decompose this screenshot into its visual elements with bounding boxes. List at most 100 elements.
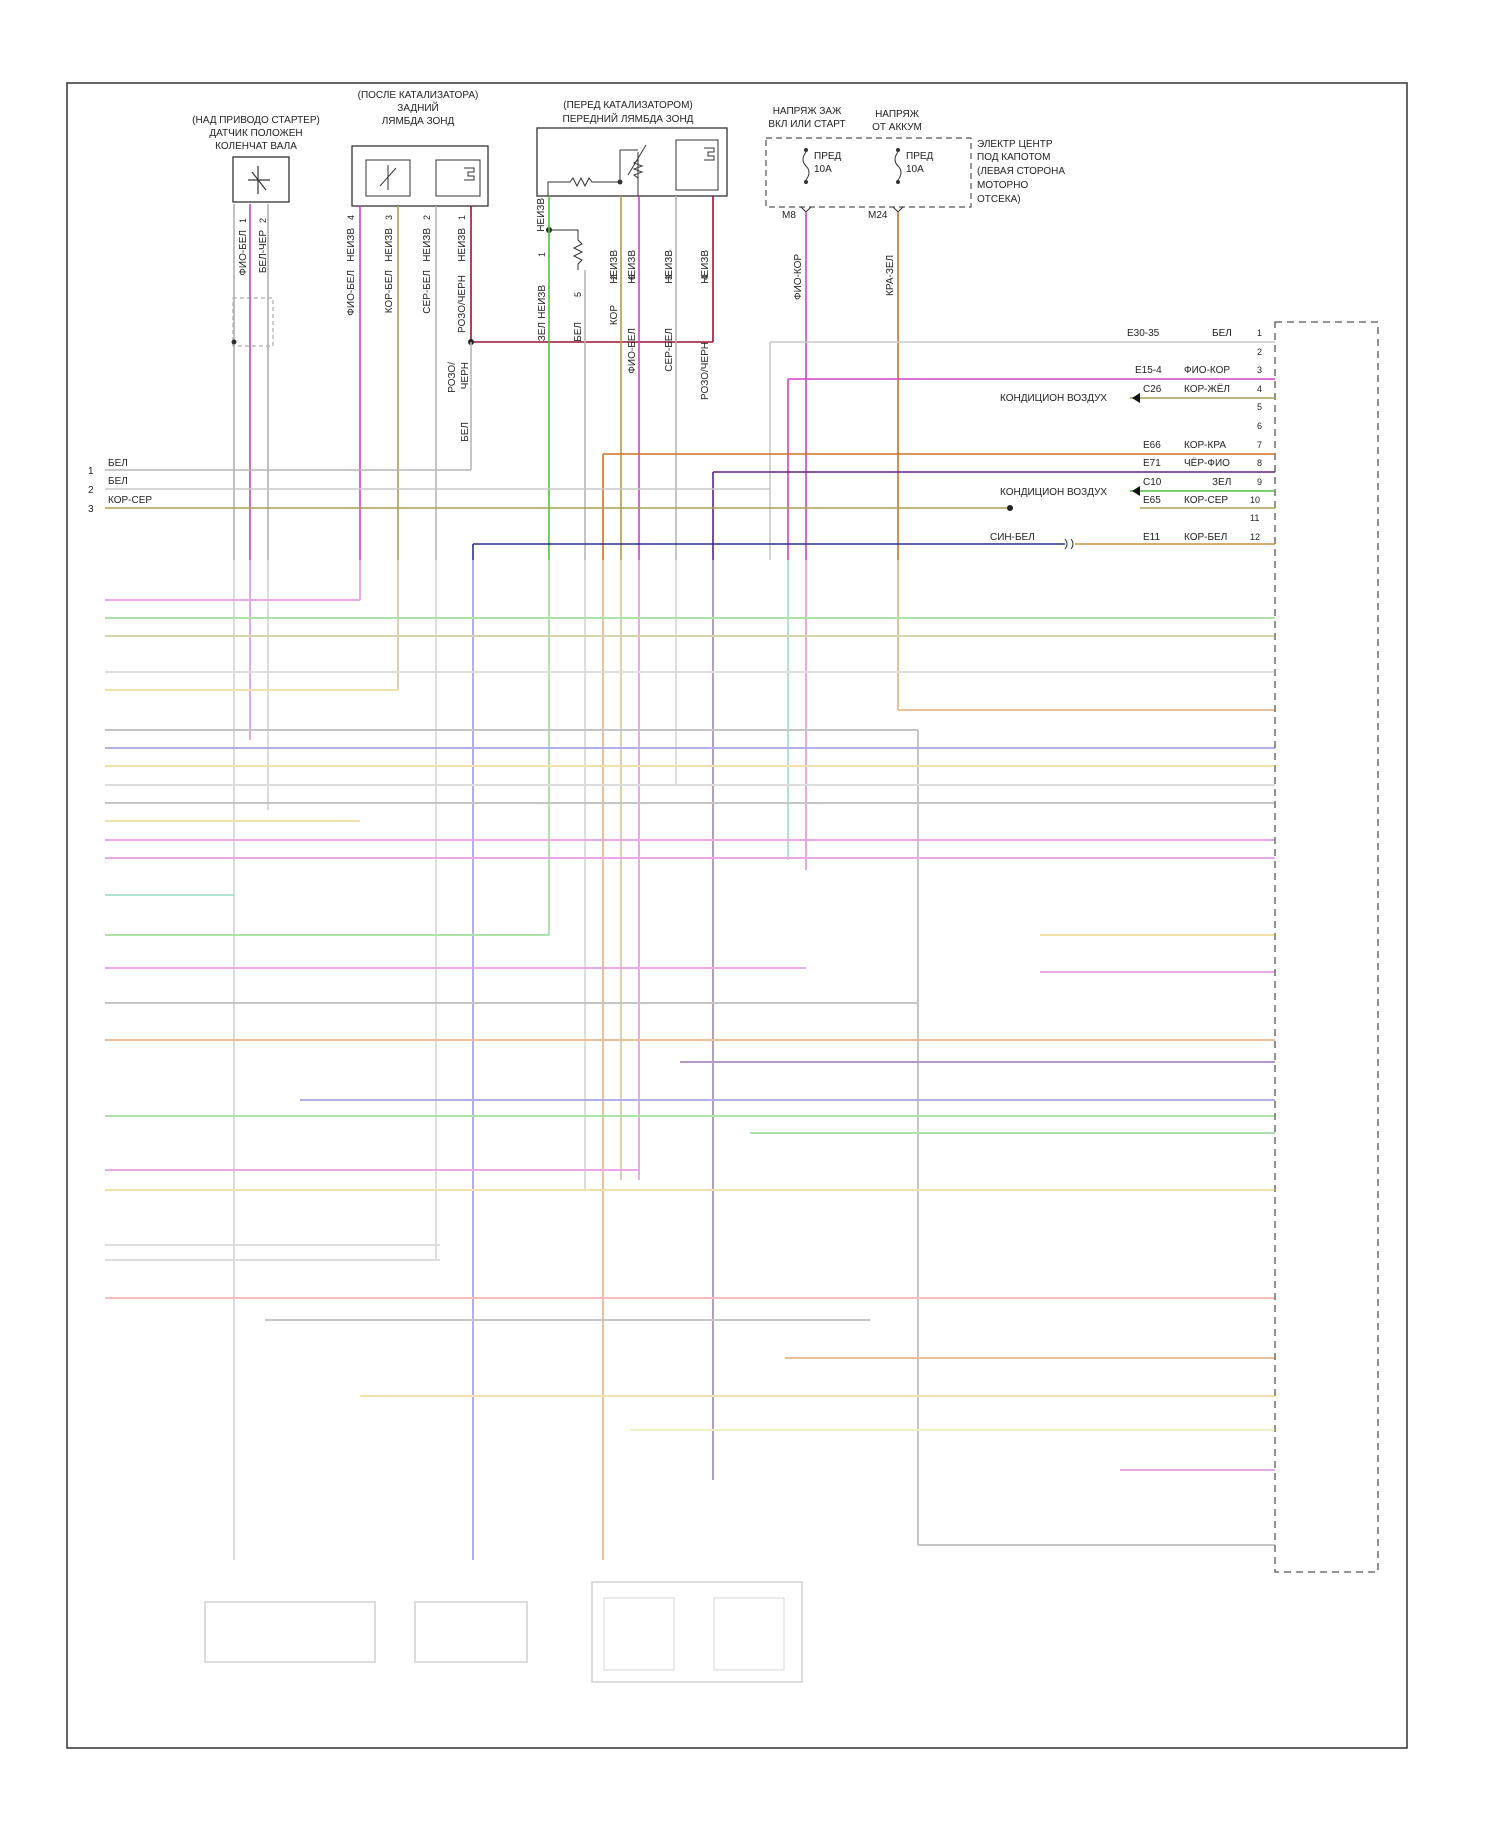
front-pin-2: 2 bbox=[609, 275, 619, 280]
front-pin-6: 6 bbox=[627, 275, 637, 280]
crank-sensor-label-3: КОЛЕНЧАТ ВАЛА bbox=[215, 141, 297, 152]
right-pin-6-num: 6 bbox=[1257, 421, 1262, 431]
front-unk-4: НЕИЗВ bbox=[700, 250, 711, 284]
right-pin-12-conn: E11 bbox=[1143, 532, 1160, 543]
crank-sensor-label-2: ДАТЧИК ПОЛОЖЕН bbox=[209, 128, 302, 139]
fuse-1-rating: 10A bbox=[814, 164, 832, 175]
rear-wire-4-label: ФИО-БЕЛ bbox=[346, 270, 357, 316]
crank-sensor: (НАД ПРИВОДО СТАРТЕР) ДАТЧИК ПОЛОЖЕН КОЛ… bbox=[192, 115, 320, 560]
fuse-2-pin: M24 bbox=[868, 210, 888, 221]
crank-pin-1: 1 bbox=[238, 218, 248, 223]
right-pin-4-num: 4 bbox=[1257, 384, 1262, 394]
right-pin-12-num: 12 bbox=[1250, 532, 1260, 542]
right-pin-7-color: КОР-КРА bbox=[1184, 440, 1226, 451]
rear-o2-label-2: ЗАДНИЙ bbox=[397, 101, 438, 114]
front-unk-1b: НЕИЗВ bbox=[536, 198, 547, 232]
right-pin-3-num: 3 bbox=[1257, 365, 1262, 375]
right-pin-11-num: 11 bbox=[1250, 513, 1259, 523]
rear-unk-3: НЕИЗВ bbox=[384, 228, 395, 262]
rear-pin-3: 3 bbox=[384, 215, 394, 220]
right-pin-4-conn: C26 bbox=[1143, 384, 1162, 395]
fuse-center-label-1: ЭЛЕКТР ЦЕНТР bbox=[977, 139, 1053, 150]
fuse-1-pin: M8 bbox=[782, 210, 796, 221]
right-pin-1-conn: E30-35 bbox=[1127, 328, 1160, 339]
rear-unk-4: НЕИЗВ bbox=[346, 228, 357, 262]
crank-sensor-label-1: (НАД ПРИВОДО СТАРТЕР) bbox=[192, 115, 320, 126]
right-pin-9-conn: C10 bbox=[1143, 477, 1162, 488]
diagram-frame bbox=[66, 82, 1408, 1749]
crank-pin-2: 2 bbox=[258, 218, 268, 223]
front-unk-1: НЕИЗВ bbox=[537, 285, 548, 319]
right-pin-4-color: КОР-ЖЁЛ bbox=[1184, 383, 1230, 395]
front-pin-1: 1 bbox=[537, 252, 547, 257]
right-pin-2-num: 2 bbox=[1257, 347, 1262, 357]
front-pin-4: 4 bbox=[700, 275, 710, 280]
front-unk-6: НЕИЗВ bbox=[627, 250, 638, 284]
right-pin-7-conn: E66 bbox=[1143, 440, 1161, 451]
left-pin-3-color: КОР-СЕР bbox=[108, 495, 152, 506]
fuse-center-label-2: ПОД КАПОТОМ bbox=[977, 152, 1050, 163]
rear-wire-1-label: РОЗО/ЧЕРН bbox=[457, 275, 468, 333]
right-pin-10-num: 10 bbox=[1250, 495, 1260, 505]
left-pin-2-color: БЕЛ bbox=[108, 476, 128, 487]
batt-power-label-1: НАПРЯЖ bbox=[875, 109, 920, 120]
rear-o2-sensor: (ПОСЛЕ КАТАЛИЗАТОРА) ЗАДНИЙ ЛЯМБДА ЗОНД bbox=[351, 90, 489, 207]
front-wire-5-label: БЕЛ bbox=[573, 322, 584, 342]
front-unk-3: НЕИЗВ bbox=[664, 250, 675, 284]
left-pin-2-num: 2 bbox=[88, 485, 94, 496]
right-pin-1-num: 1 bbox=[1257, 328, 1262, 338]
lower-blurred-wiring bbox=[105, 560, 1275, 1683]
fuse-center-label-3: (ЛЕВАЯ СТОРОНА bbox=[977, 166, 1065, 177]
right-pin-8-conn: E71 bbox=[1143, 458, 1161, 469]
right-pin-5-num: 5 bbox=[1257, 402, 1262, 412]
sin-bel-label: СИН-БЕЛ bbox=[990, 532, 1035, 543]
right-pin-10-conn: E65 bbox=[1143, 495, 1161, 506]
right-pin-8-color: ЧЁР-ФИО bbox=[1184, 457, 1230, 469]
ecm-connector-box bbox=[1274, 321, 1379, 1573]
rear-wire-2-label: СЕР-БЕЛ bbox=[422, 270, 433, 314]
front-o2-label-1: (ПЕРЕД КАТАЛИЗАТОРОМ) bbox=[563, 100, 692, 111]
right-pin-3-color: ФИО-КОР bbox=[1184, 365, 1230, 376]
front-unk-2: НЕИЗВ bbox=[609, 250, 620, 284]
rear-pin-1: 1 bbox=[457, 215, 467, 220]
front-wire-6-label: ФИО-БЕЛ bbox=[627, 328, 638, 374]
left-pin-3-num: 3 bbox=[88, 504, 94, 515]
right-pin-7-num: 7 bbox=[1257, 440, 1262, 450]
rear-o2-label-3: ЛЯМБДА ЗОНД bbox=[382, 116, 455, 127]
rear-wire-1c-label: ЧЕРН bbox=[460, 362, 471, 389]
front-wire-2-label: КОР bbox=[609, 305, 620, 325]
fuse-center: НАПРЯЖ ЗАЖ ВКЛ ИЛИ СТАРТ НАПРЯЖ ОТ АККУМ… bbox=[765, 106, 1065, 221]
right-pin-10-color: КОР-СЕР bbox=[1184, 495, 1228, 506]
ign-power-label-2: ВКЛ ИЛИ СТАРТ bbox=[768, 119, 845, 130]
front-pin-3: 3 bbox=[664, 275, 674, 280]
left-pin-1-num: 1 bbox=[88, 466, 94, 477]
crank-wire-2-label: БЕЛ-ЧЕР bbox=[258, 230, 269, 273]
left-pin-1-color: БЕЛ bbox=[108, 458, 128, 469]
front-wire-3-label: СЕР-БЕЛ bbox=[664, 328, 675, 372]
rear-wire-3-label: КОР-БЕЛ bbox=[384, 270, 395, 313]
right-pin-1-color: БЕЛ bbox=[1212, 328, 1232, 339]
right-pin-9-color: ЗЕЛ bbox=[1212, 477, 1231, 488]
front-wire-4-label: РОЗО/ЧЕРН bbox=[700, 342, 711, 400]
fuse-2-label: ПРЕД bbox=[906, 151, 934, 162]
right-pin-9-num: 9 bbox=[1257, 477, 1262, 487]
rear-wire-1b-label: РОЗО/ bbox=[447, 362, 458, 393]
right-pin-8-num: 8 bbox=[1257, 458, 1262, 468]
batt-power-label-2: ОТ АККУМ bbox=[872, 122, 922, 133]
fuse-center-label-4: МОТОРНО bbox=[977, 180, 1028, 191]
front-o2-sensor: (ПЕРЕД КАТАЛИЗАТОРОМ) ПЕРЕДНИЙ ЛЯМБДА ЗО… bbox=[536, 100, 728, 197]
fuse-1-label: ПРЕД bbox=[814, 151, 842, 162]
front-wire-1-label: ЗЕЛ bbox=[537, 322, 548, 341]
rear-o2-label-1: (ПОСЛЕ КАТАЛИЗАТОРА) bbox=[358, 90, 479, 101]
right-pin-3-conn: E15-4 bbox=[1135, 365, 1162, 376]
crank-wire-1-label: ФИО-БЕЛ bbox=[238, 230, 249, 276]
front-pin-5: 5 bbox=[573, 292, 583, 297]
front-o2-label-2: ПЕРЕДНИЙ ЛЯМБДА ЗОНД bbox=[563, 112, 694, 125]
ac-label-1: КОНДИЦИОН ВОЗДУХ bbox=[1000, 393, 1107, 404]
rear-pin-4: 4 bbox=[346, 215, 356, 220]
fuse-2-wire-label: КРА-ЗЕЛ bbox=[885, 255, 896, 296]
fuse-2-rating: 10A bbox=[906, 164, 924, 175]
ac-label-2: КОНДИЦИОН ВОЗДУХ bbox=[1000, 487, 1107, 498]
right-pin-12-color: КОР-БЕЛ bbox=[1184, 532, 1227, 543]
